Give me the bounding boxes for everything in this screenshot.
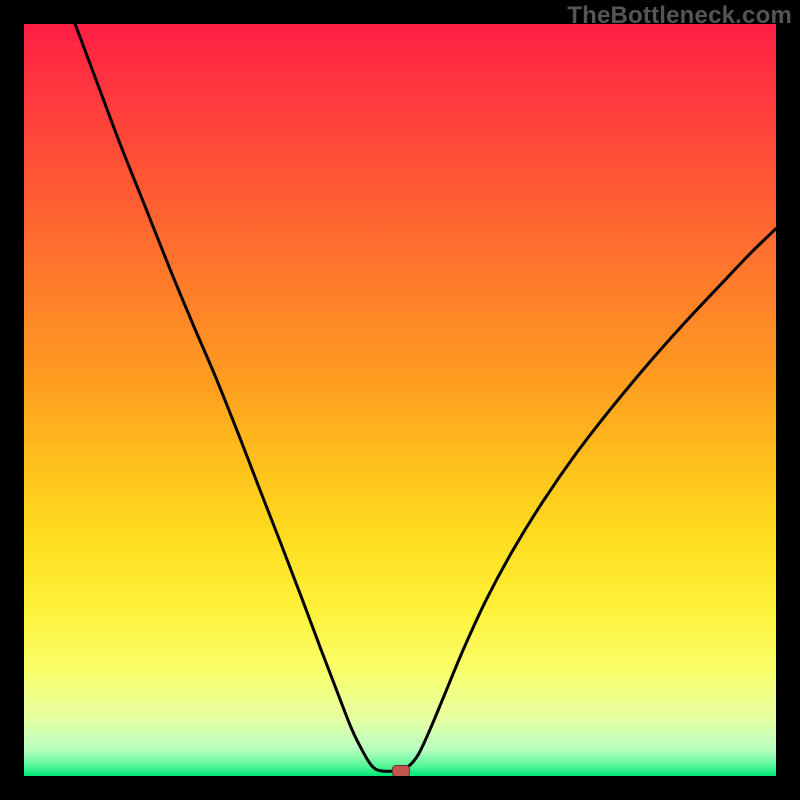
optimal-point-marker <box>392 765 409 776</box>
plot-area <box>24 24 776 776</box>
bottleneck-curve <box>75 24 776 771</box>
watermark-text: TheBottleneck.com <box>567 2 792 30</box>
chart-svg <box>24 24 776 776</box>
